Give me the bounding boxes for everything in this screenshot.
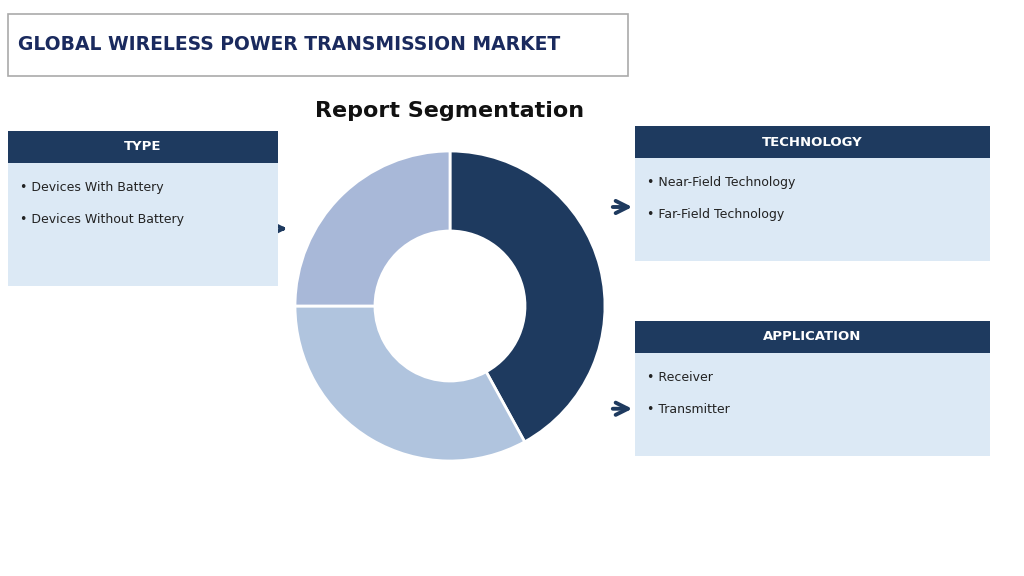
- Text: • Near-Field Technology: • Near-Field Technology: [647, 176, 796, 189]
- Text: APPLICATION: APPLICATION: [763, 331, 861, 343]
- FancyBboxPatch shape: [635, 126, 990, 158]
- Text: TECHNOLOGY: TECHNOLOGY: [762, 135, 863, 149]
- Text: TYPE: TYPE: [124, 141, 162, 153]
- FancyBboxPatch shape: [635, 158, 990, 261]
- Text: • Devices Without Battery: • Devices Without Battery: [20, 213, 184, 226]
- Text: • Transmitter: • Transmitter: [647, 403, 730, 416]
- Wedge shape: [295, 306, 524, 461]
- FancyBboxPatch shape: [635, 321, 990, 353]
- Text: • Devices With Battery: • Devices With Battery: [20, 181, 164, 194]
- FancyBboxPatch shape: [8, 163, 278, 286]
- FancyBboxPatch shape: [8, 14, 628, 76]
- FancyBboxPatch shape: [635, 353, 990, 456]
- Text: Report Segmentation: Report Segmentation: [315, 101, 585, 121]
- Text: GLOBAL WIRELESS POWER TRANSMISSION MARKET: GLOBAL WIRELESS POWER TRANSMISSION MARKE…: [18, 36, 560, 55]
- FancyBboxPatch shape: [8, 131, 278, 163]
- Wedge shape: [450, 151, 605, 442]
- Text: • Receiver: • Receiver: [647, 371, 713, 384]
- Wedge shape: [295, 151, 450, 306]
- Text: • Far-Field Technology: • Far-Field Technology: [647, 208, 784, 221]
